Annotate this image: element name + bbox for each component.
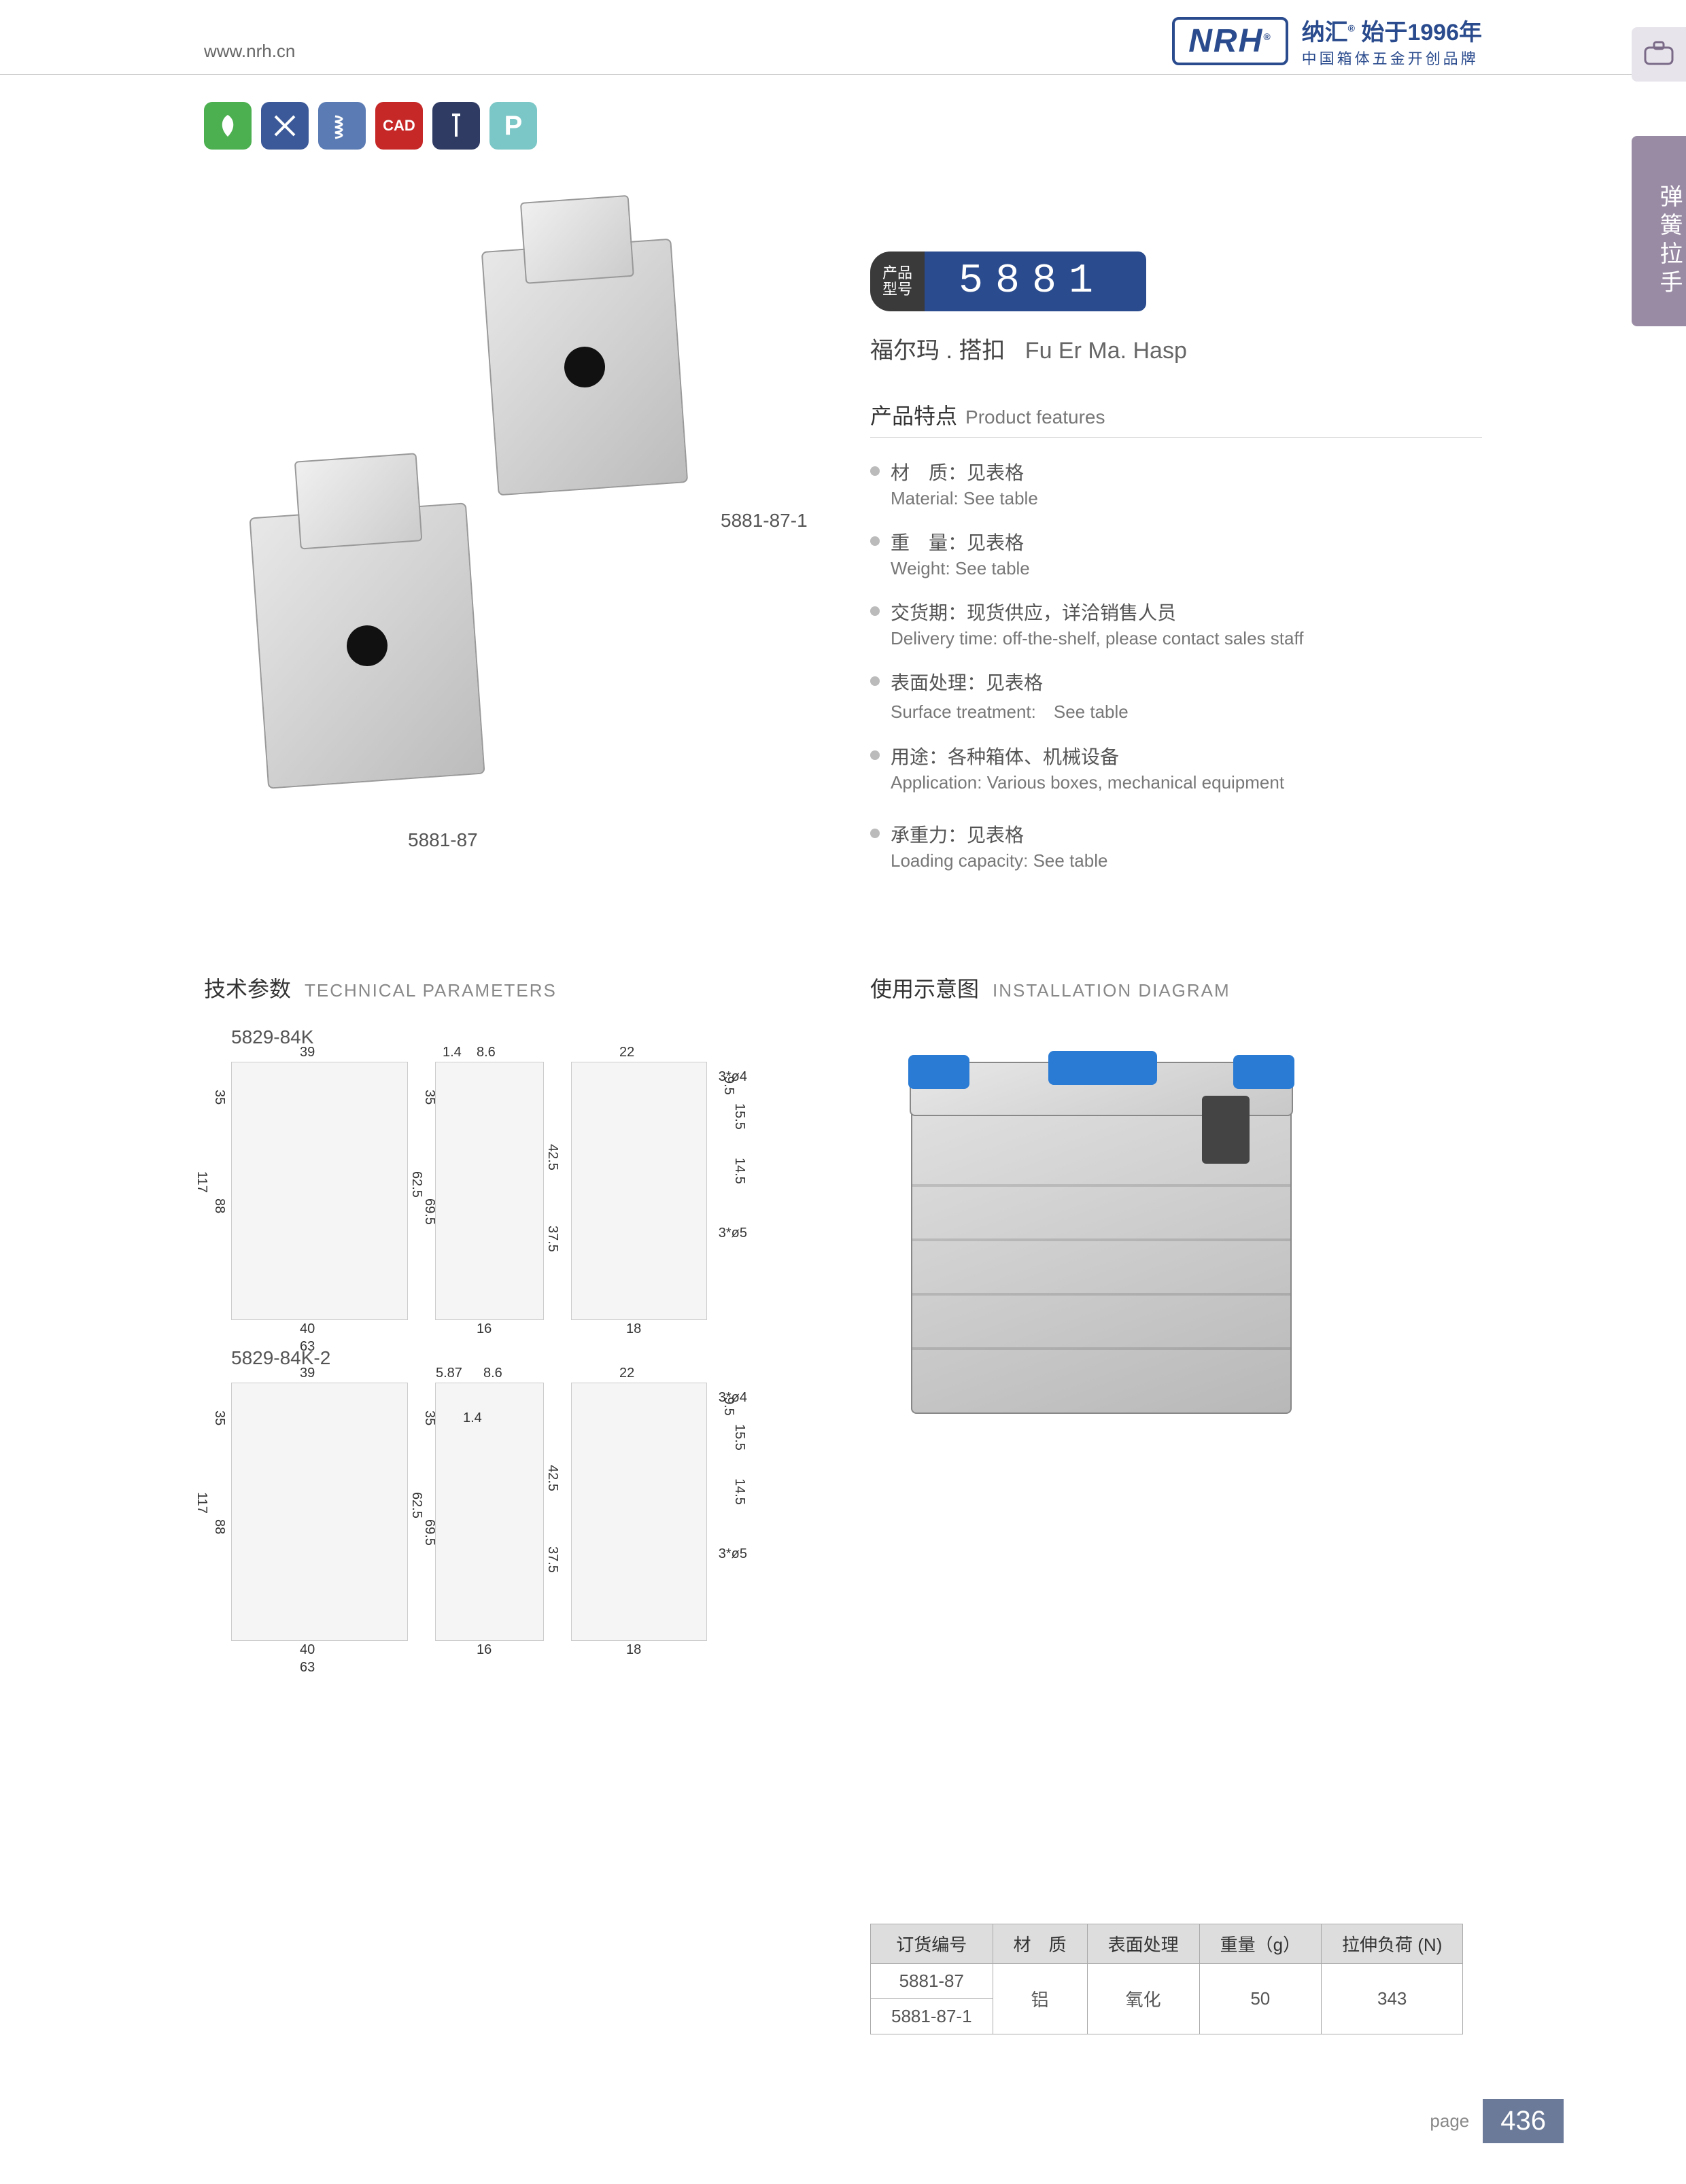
brand-logo-block: NRH® 纳汇® 始于1996年 中国箱体五金开创品牌 xyxy=(1172,14,1482,69)
feature-icon-row: CAD P xyxy=(204,102,537,150)
installation-diagram xyxy=(870,1006,1482,1455)
install-diagram-heading: 使用示意图INSTALLATION DIAGRAM xyxy=(870,972,1231,1003)
nrh-logo: NRH® xyxy=(1172,17,1288,65)
site-url: www.nrh.cn xyxy=(204,41,295,62)
drawing-side-1: 1.4 8.6 62.5 16 xyxy=(435,1062,544,1320)
product-render-area: 5881-87-1 5881-87 xyxy=(204,218,816,829)
page-number: 436 xyxy=(1483,2099,1564,2143)
td-weight: 50 xyxy=(1199,1964,1321,2034)
drawing-detail-2: 22 9.5 15.5 14.5 42.5 37.5 3*ø4 3*ø5 18 xyxy=(571,1383,707,1641)
brand-name-cn: 纳汇 xyxy=(1302,20,1348,46)
model-name-en: Fu Er Ma. Hasp xyxy=(1025,338,1187,364)
page-footer: page 436 xyxy=(1430,2099,1564,2143)
th-weight: 重量（g） xyxy=(1199,1924,1321,1964)
td-surface: 氧化 xyxy=(1087,1964,1199,2034)
th-material: 材 质 xyxy=(993,1924,1087,1964)
product-render-2 xyxy=(249,502,485,788)
drawing-front-2: 39 35 117 88 69.5 35 40 63 xyxy=(231,1383,408,1641)
side-category-icon xyxy=(1632,27,1686,82)
drawing-detail-1: 22 9.5 15.5 14.5 42.5 37.5 3*ø4 3*ø5 18 xyxy=(571,1062,707,1320)
since-year: 1996年 xyxy=(1407,20,1482,46)
p-icon: P xyxy=(489,102,537,150)
drawing-front-1: 39 35 117 88 69.5 35 40 63 xyxy=(231,1062,408,1320)
model-info-block: 产品 型号 5881 福尔玛 . 搭扣 Fu Er Ma. Hasp 产品特点P… xyxy=(870,252,1482,890)
td-order-1: 5881-87 xyxy=(871,1964,993,1999)
th-surface: 表面处理 xyxy=(1087,1924,1199,1964)
page-label: page xyxy=(1430,2111,1469,2132)
drawing-side-2: 5.87 8.6 1.4 62.5 16 xyxy=(435,1383,544,1641)
td-load: 343 xyxy=(1322,1964,1463,2034)
product-render-1 xyxy=(481,239,688,496)
product-label-1: 5881-87-1 xyxy=(721,510,808,532)
eco-icon xyxy=(204,102,252,150)
spring-icon xyxy=(318,102,366,150)
aluminum-case-illustration xyxy=(870,1047,1346,1455)
th-load: 拉伸负荷 (N) xyxy=(1322,1924,1463,1964)
since-prefix: 始于 xyxy=(1361,20,1407,46)
td-order-2: 5881-87-1 xyxy=(871,1999,993,2034)
features-list: 材 质：见表格Material: See table 重 量：见表格Weight… xyxy=(870,458,1482,871)
model-name-cn: 福尔玛 . 搭扣 xyxy=(870,338,1005,364)
brand-tagline: 中国箱体五金开创品牌 xyxy=(1302,47,1482,69)
page-header: www.nrh.cn NRH® 纳汇® 始于1996年 中国箱体五金开创品牌 xyxy=(0,0,1686,75)
tech-params-heading: 技术参数TECHNICAL PARAMETERS xyxy=(204,972,557,1003)
product-label-2: 5881-87 xyxy=(408,829,478,851)
side-category-tab: 弹簧拉手 xyxy=(1632,136,1686,326)
screw-icon xyxy=(432,102,480,150)
tech-variant-1-label: 5829-84K xyxy=(231,1026,816,1048)
specification-table: 订货编号 材 质 表面处理 重量（g） 拉伸负荷 (N) 5881-87 铝 氧… xyxy=(870,1924,1463,2034)
features-heading: 产品特点Product features xyxy=(870,399,1482,438)
tech-variant-2-label: 5829-84K-2 xyxy=(231,1347,816,1369)
model-number-badge: 产品 型号 5881 xyxy=(870,252,1482,311)
th-order-no: 订货编号 xyxy=(871,1924,993,1964)
td-material: 铝 xyxy=(993,1964,1087,2034)
tools-icon xyxy=(261,102,309,150)
technical-drawings: 5829-84K 39 35 117 88 69.5 35 40 63 1.4 … xyxy=(204,1006,816,1668)
cad-icon: CAD xyxy=(375,102,423,150)
model-number: 5881 xyxy=(925,252,1146,311)
